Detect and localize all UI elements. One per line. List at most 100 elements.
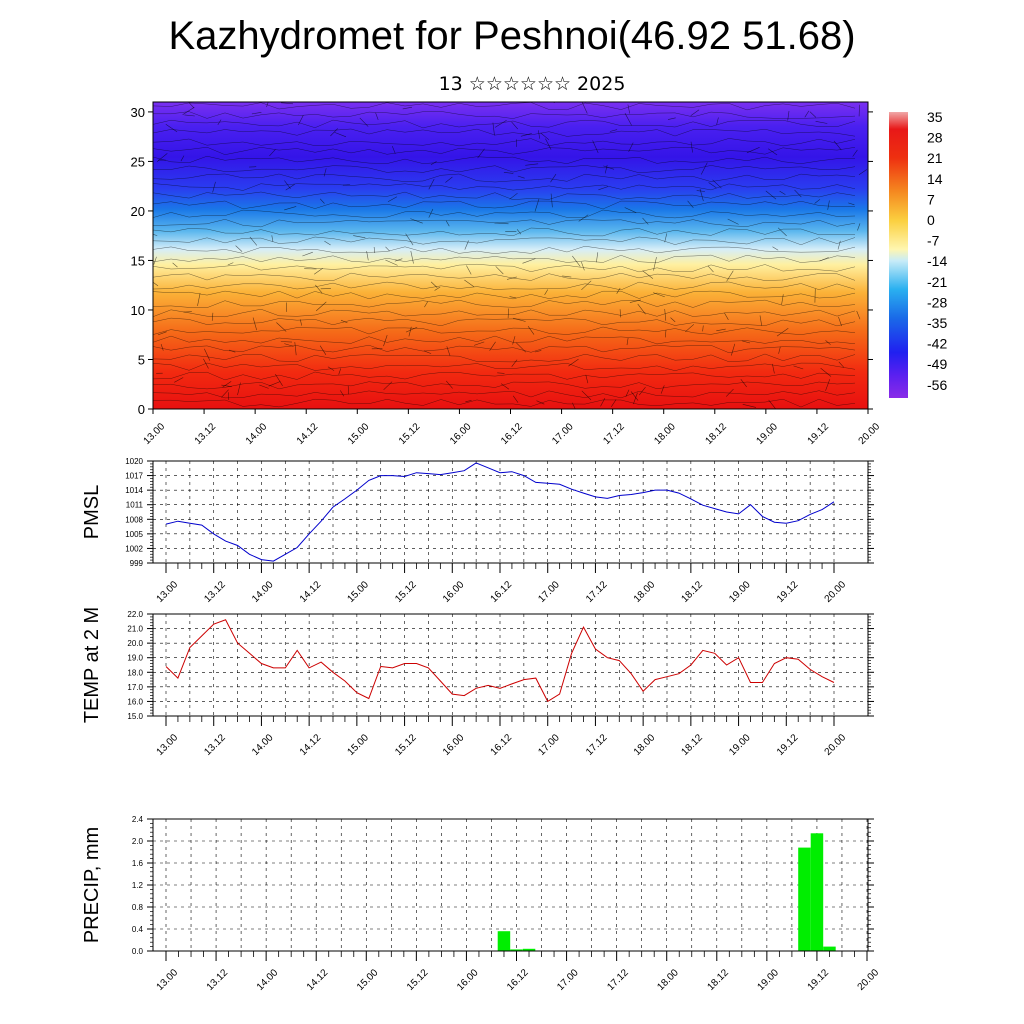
x-tick-label: 18.12 xyxy=(680,579,706,605)
wind-barb xyxy=(284,180,291,189)
wind-barb xyxy=(276,322,287,332)
wind-streamline xyxy=(153,128,856,137)
wind-barb xyxy=(445,176,453,183)
wind-barb xyxy=(302,251,313,257)
x-tick-label: 18.00 xyxy=(655,967,681,993)
wind-barb xyxy=(687,200,694,208)
wind-streamline xyxy=(153,227,856,237)
y-axis-label: PMSL xyxy=(81,485,103,539)
wind-barb xyxy=(428,208,434,218)
wind-barb xyxy=(503,172,514,174)
wind-barb xyxy=(690,109,700,117)
wind-barb xyxy=(516,229,522,235)
wind-barb xyxy=(410,250,414,264)
wind-barb xyxy=(534,350,542,353)
x-tick-label: 16.12 xyxy=(489,579,515,605)
wind-barb xyxy=(474,341,485,346)
wind-barb xyxy=(527,326,535,335)
wind-barb xyxy=(237,382,241,396)
x-tick-label: 19.00 xyxy=(727,579,753,605)
wind-streamline xyxy=(153,362,856,371)
x-tick-label: 15.12 xyxy=(405,967,431,993)
wind-barb xyxy=(153,234,158,236)
wind-barb xyxy=(259,384,269,389)
precip-bar xyxy=(798,847,811,951)
y-tick-label: 18.0 xyxy=(127,668,143,677)
plot-area xyxy=(153,461,868,563)
wind-barb xyxy=(708,182,717,188)
wind-barb xyxy=(182,107,195,116)
wind-barb xyxy=(402,106,413,110)
wind-barb xyxy=(685,324,695,333)
wind-barb xyxy=(809,111,817,118)
y-tick-label: 999 xyxy=(130,559,144,568)
x-tick-label: 16.00 xyxy=(441,732,467,758)
wind-barb xyxy=(653,292,665,298)
x-tick-label: 15.00 xyxy=(346,579,372,605)
wind-barb xyxy=(540,132,550,141)
wind-barb xyxy=(221,389,229,398)
wind-barb xyxy=(536,400,545,405)
wind-barb xyxy=(664,308,667,321)
x-tick-label: 20.00 xyxy=(823,732,849,758)
y-tick-label: 1020 xyxy=(125,457,143,466)
x-tick-label: 15.12 xyxy=(393,579,419,605)
wind-barb xyxy=(408,326,412,337)
x-tick-label: 15.00 xyxy=(346,421,372,447)
colorbar-label: 21 xyxy=(927,150,943,166)
wind-barb xyxy=(740,379,747,388)
wind-barb xyxy=(464,279,475,288)
wind-barb xyxy=(284,343,294,347)
x-tick-label: 18.00 xyxy=(632,732,658,758)
wind-barb xyxy=(690,141,693,153)
wind-barb xyxy=(373,246,376,254)
wind-barb xyxy=(852,149,858,157)
y-tick-label: 16.0 xyxy=(127,697,143,706)
wind-barb xyxy=(516,342,527,353)
wind-barb xyxy=(268,381,281,387)
wind-barb xyxy=(550,193,553,208)
colorbar-label: 28 xyxy=(927,130,943,146)
wind-barb xyxy=(616,287,621,294)
wind-barb xyxy=(630,391,639,401)
wind-barb xyxy=(323,168,327,177)
wind-barb xyxy=(445,220,450,227)
x-tick-label: 19.12 xyxy=(806,967,832,993)
wind-barb xyxy=(511,121,519,130)
y-tick-label: 30 xyxy=(131,105,145,120)
wind-streamline xyxy=(153,281,856,291)
wind-barb xyxy=(538,130,540,139)
wind-barb xyxy=(464,240,469,250)
plot-frame xyxy=(152,460,869,564)
wind-barb xyxy=(227,262,234,266)
y-tick-label: 22.0 xyxy=(127,610,143,619)
wind-barb xyxy=(271,235,274,242)
wind-barb xyxy=(445,380,453,389)
plot-frame xyxy=(152,613,869,717)
wind-barb xyxy=(700,162,708,175)
wind-barb xyxy=(609,129,618,132)
wind-streamline xyxy=(153,335,856,345)
x-tick-label: 16.12 xyxy=(499,421,525,447)
wind-barb xyxy=(787,111,790,121)
wind-barb xyxy=(768,399,777,409)
colorbar-fill xyxy=(889,112,908,398)
wind-barb xyxy=(424,301,428,308)
wind-barb xyxy=(342,184,351,186)
wind-barb xyxy=(249,236,258,246)
wind-barb xyxy=(629,299,641,303)
x-tick-label: 15.00 xyxy=(346,732,372,758)
wind-barb xyxy=(517,175,525,179)
colorbar-label: -35 xyxy=(927,315,947,331)
wind-barb xyxy=(625,389,630,397)
wind-barb xyxy=(281,102,294,105)
y-tick-label: 1.2 xyxy=(132,881,144,890)
wind-barb xyxy=(642,270,654,279)
x-tick-label: 14.00 xyxy=(255,967,281,993)
wind-barb xyxy=(624,207,637,213)
x-tick-label: 17.00 xyxy=(555,967,581,993)
x-tick-label: 19.00 xyxy=(756,967,782,993)
wind-barb xyxy=(375,112,379,121)
wind-barb xyxy=(696,190,706,192)
wind-barb xyxy=(184,114,195,117)
